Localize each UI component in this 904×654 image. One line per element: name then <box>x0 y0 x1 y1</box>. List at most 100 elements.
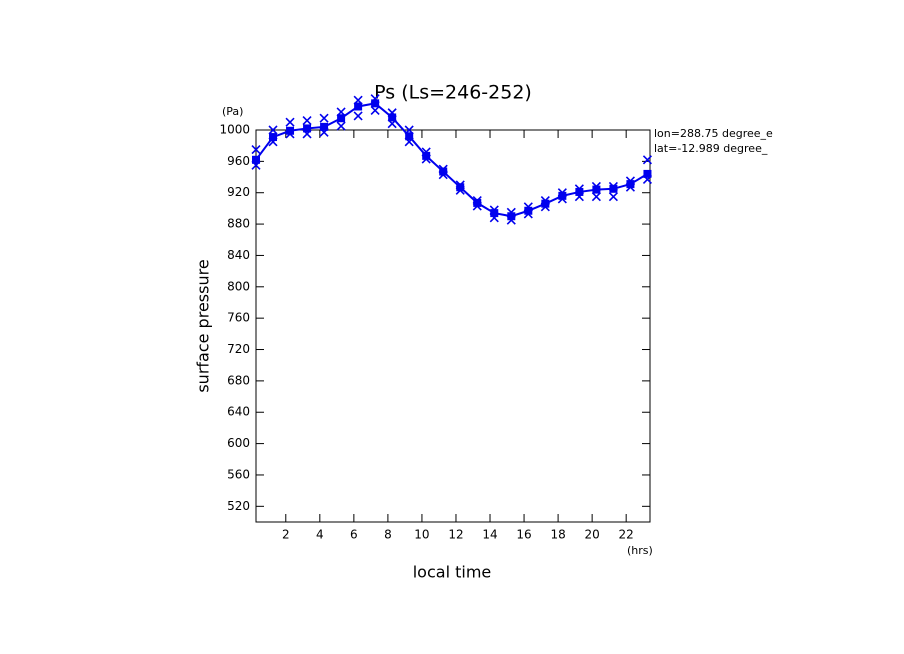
x-marker <box>302 129 312 139</box>
x-tick-label: 18 <box>550 528 565 542</box>
point <box>303 124 312 133</box>
point <box>558 191 567 200</box>
point <box>320 122 329 131</box>
chart-title: Ps (Ls=246-252) <box>374 82 532 104</box>
x-unit: (hrs) <box>627 544 653 557</box>
y-unit: (Pa) <box>222 105 243 118</box>
y-tick-label: 720 <box>227 342 250 356</box>
x-marker <box>370 105 380 115</box>
x-marker <box>540 195 550 206</box>
x-marker <box>285 117 295 127</box>
point <box>643 169 652 178</box>
x-marker <box>574 192 584 202</box>
point <box>541 199 550 208</box>
x-tick-label: 8 <box>384 528 392 542</box>
x-marker <box>268 125 278 135</box>
x-marker <box>404 125 414 135</box>
x-tick-label: 14 <box>482 528 497 542</box>
y-tick-label: 680 <box>227 373 250 387</box>
x-marker <box>319 127 329 137</box>
x-tick-label: 6 <box>350 528 358 542</box>
x-marker <box>285 129 295 139</box>
x-tick-label: 4 <box>316 528 324 542</box>
point <box>575 187 584 196</box>
y-tick-label: 1000 <box>219 123 250 137</box>
x-marker <box>625 176 635 186</box>
series-line <box>255 102 648 218</box>
point <box>592 185 601 194</box>
x-marker <box>387 108 397 118</box>
y-tick-label: 960 <box>227 154 250 168</box>
x-marker <box>421 147 431 157</box>
point <box>439 167 448 176</box>
point <box>354 102 363 111</box>
y-tick-label: 880 <box>227 217 250 231</box>
point <box>507 212 516 221</box>
point <box>490 209 499 218</box>
x-marker <box>251 145 261 155</box>
x-marker <box>387 119 397 129</box>
point <box>269 133 278 142</box>
x-marker <box>455 180 465 190</box>
x-marker <box>608 192 618 202</box>
y-tick-label: 760 <box>227 311 250 325</box>
x-marker <box>353 111 363 121</box>
x-marker <box>608 181 618 192</box>
point <box>388 113 397 122</box>
x-marker <box>336 121 346 131</box>
x-marker <box>251 160 261 170</box>
point <box>252 155 260 164</box>
x-marker <box>268 137 278 147</box>
plot-frame <box>255 129 651 523</box>
point <box>626 180 635 189</box>
x-marker <box>506 215 516 225</box>
y-tick-label: 920 <box>227 185 250 199</box>
y-tick-label: 840 <box>227 248 250 262</box>
x-tick-label: 2 <box>282 528 290 542</box>
x-marker <box>523 202 533 212</box>
x-marker <box>353 95 363 105</box>
x-marker <box>302 116 312 126</box>
x-marker <box>642 174 653 184</box>
y-tick-label: 520 <box>227 499 250 513</box>
x-tick-label: 22 <box>619 528 634 542</box>
point <box>371 99 380 108</box>
y-tick-label: 800 <box>227 279 250 293</box>
x-marker <box>370 94 380 104</box>
point <box>286 126 295 135</box>
x-marker <box>523 209 533 219</box>
annotation-box: lon=288.75 degree_e lat=-12.989 degree_ <box>654 127 773 155</box>
x-marker <box>438 164 448 174</box>
x-marker <box>336 107 346 117</box>
point <box>405 132 414 141</box>
x-marker <box>404 137 414 147</box>
y-tick-label: 640 <box>227 405 250 419</box>
point <box>337 114 346 123</box>
y-tick-label: 600 <box>227 436 250 450</box>
x-marker <box>506 207 516 217</box>
x-marker <box>489 213 499 223</box>
x-tick-label: 20 <box>584 528 599 542</box>
y-tick-label: 560 <box>227 467 250 481</box>
x-marker <box>472 195 482 206</box>
y-axis-label: surface pressure <box>194 259 213 392</box>
x-marker <box>574 184 584 194</box>
x-tick-label: 12 <box>448 528 463 542</box>
point <box>609 184 618 193</box>
x-axis-label: local time <box>413 563 492 582</box>
x-marker <box>591 192 601 202</box>
x-marker <box>421 154 431 164</box>
point <box>422 151 431 160</box>
point <box>524 206 533 215</box>
x-marker <box>591 181 601 192</box>
point <box>456 183 465 192</box>
x-marker <box>557 188 567 198</box>
x-marker <box>489 205 499 215</box>
x-tick-label: 10 <box>414 528 429 542</box>
annotation: lat=-12.989 degree_ <box>654 142 768 155</box>
x-tick-label: 16 <box>516 528 531 542</box>
x-marker <box>642 155 653 165</box>
point <box>473 198 482 207</box>
annotation: lon=288.75 degree_e <box>654 127 773 140</box>
